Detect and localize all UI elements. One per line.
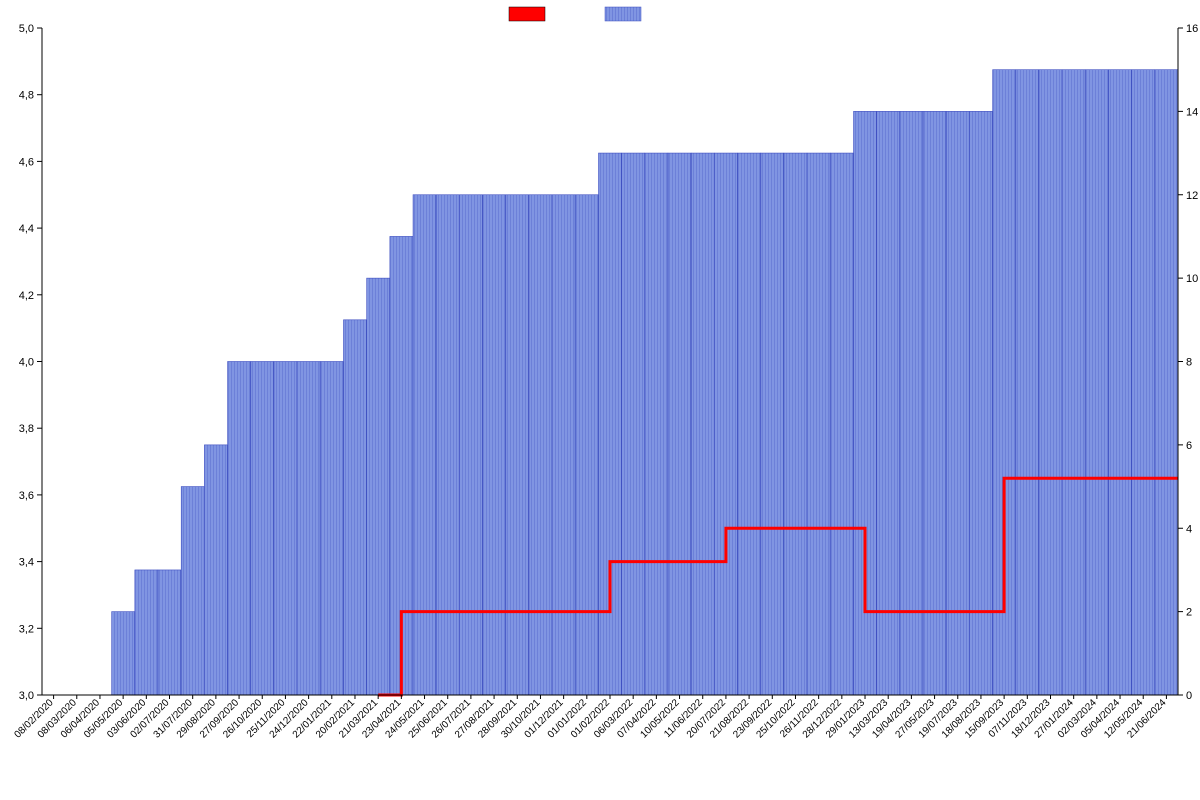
y-left-tick-label: 3,4 (19, 557, 34, 569)
bar (228, 362, 251, 696)
y-right-tick-label: 8 (1186, 357, 1192, 369)
bar (297, 362, 320, 696)
bar (923, 111, 946, 695)
bar (575, 195, 598, 695)
y-left-tick-label: 4,0 (19, 357, 34, 369)
bar (969, 111, 992, 695)
bar (1039, 70, 1062, 695)
bar (1132, 70, 1155, 695)
y-right-tick-label: 0 (1186, 690, 1192, 702)
y-left-tick-label: 4,4 (19, 223, 34, 235)
legend-swatch-line (509, 7, 545, 21)
legend-swatch-bar (605, 7, 641, 21)
y-right-tick-label: 2 (1186, 607, 1192, 619)
bar (251, 362, 274, 696)
bar (112, 612, 135, 695)
bar (204, 445, 227, 695)
y-right-tick-label: 12 (1186, 190, 1198, 202)
bar (761, 153, 784, 695)
bar (877, 111, 900, 695)
bar (622, 153, 645, 695)
bar (645, 153, 668, 695)
bar (1016, 70, 1039, 695)
y-left-tick-label: 4,6 (19, 156, 34, 168)
bar (691, 153, 714, 695)
y-left-tick-label: 5,0 (19, 23, 34, 35)
bar (738, 153, 761, 695)
y-right-tick-label: 4 (1186, 523, 1192, 535)
y-left-tick-label: 4,8 (19, 90, 34, 102)
bar (483, 195, 506, 695)
bar (274, 362, 297, 696)
bar (1109, 70, 1132, 695)
bar (459, 195, 482, 695)
bar (807, 153, 830, 695)
y-left-tick-label: 3,6 (19, 490, 34, 502)
bar (158, 570, 181, 695)
y-left-tick-label: 3,2 (19, 623, 34, 635)
y-right-tick-label: 10 (1186, 273, 1198, 285)
bar (320, 362, 343, 696)
bar (344, 320, 367, 695)
y-right-tick-label: 16 (1186, 23, 1198, 35)
bar (135, 570, 158, 695)
bar (181, 487, 204, 695)
y-left-tick-label: 3,8 (19, 423, 34, 435)
y-right-tick-label: 6 (1186, 440, 1192, 452)
bar (830, 153, 853, 695)
y-right-tick-label: 14 (1186, 106, 1198, 118)
dual-axis-chart: 3,0 3,2 3,4 3,6 3,8 4,0 4,2 4,4 4,6 4,8 5,0 0 2 4 6 8 10… (0, 0, 1200, 800)
bar (668, 153, 691, 695)
bar (436, 195, 459, 695)
bar (367, 278, 390, 695)
bar (413, 195, 436, 695)
bar (1085, 70, 1108, 695)
bar (506, 195, 529, 695)
bar (529, 195, 552, 695)
bar (946, 111, 969, 695)
bar (714, 153, 737, 695)
bar (552, 195, 575, 695)
bar (1062, 70, 1085, 695)
bar (1155, 70, 1178, 695)
bar (784, 153, 807, 695)
bar (900, 111, 923, 695)
y-left-tick-label: 3,0 (19, 690, 34, 702)
bar (599, 153, 622, 695)
y-left-tick-label: 4,2 (19, 290, 34, 302)
